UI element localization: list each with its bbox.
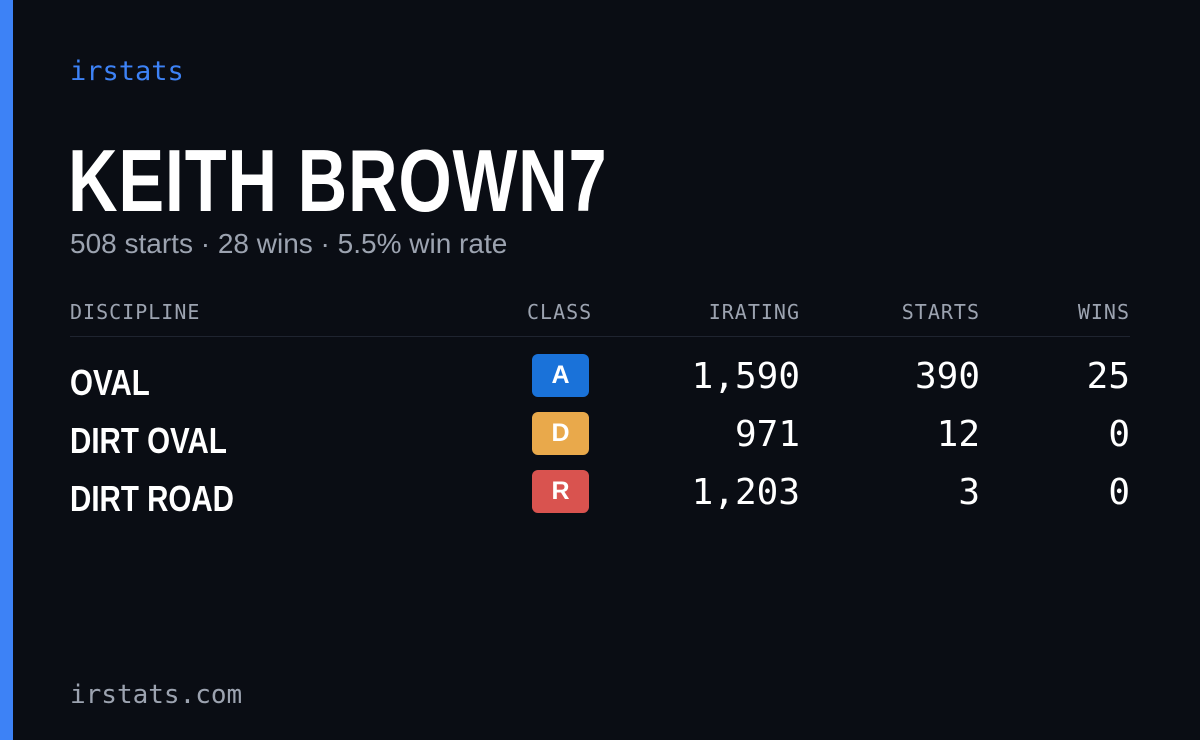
table-row: DIRT ROAD R 1,203 3 0 (0, 470, 1200, 528)
starts-value: 3 (958, 472, 980, 513)
accent-bar (0, 0, 13, 740)
footer-url[interactable]: irstats.com (70, 680, 243, 710)
irating-value: 971 (734, 414, 800, 455)
header-class: CLASS (527, 300, 593, 324)
class-badge: D (532, 412, 589, 455)
header-divider (70, 336, 1130, 337)
player-summary: 508 starts · 28 wins · 5.5% win rate (70, 228, 508, 259)
starts-value: 12 (936, 414, 980, 455)
table-row: DIRT OVAL D 971 12 0 (0, 412, 1200, 470)
discipline-name: DIRT ROAD (70, 478, 234, 519)
header-discipline: DISCIPLINE (70, 300, 201, 324)
header-irating: IRATING (708, 300, 800, 324)
discipline-name: OVAL (70, 362, 150, 403)
player-name: KEITH BROWN7 (68, 131, 608, 230)
wins-value: 0 (1108, 414, 1130, 455)
class-badge: R (532, 470, 589, 513)
discipline-name: DIRT OVAL (70, 420, 227, 461)
wins-value: 0 (1108, 472, 1130, 513)
irating-value: 1,590 (691, 356, 800, 397)
brand-logo-text: irstats (70, 56, 184, 87)
header-wins: WINS (1077, 300, 1130, 324)
header-starts: STARTS (901, 300, 980, 324)
class-badge: A (532, 354, 589, 397)
irating-value: 1,203 (691, 472, 800, 513)
starts-value: 390 (914, 356, 980, 397)
wins-value: 25 (1086, 356, 1130, 397)
table-row: OVAL A 1,590 390 25 (0, 354, 1200, 412)
